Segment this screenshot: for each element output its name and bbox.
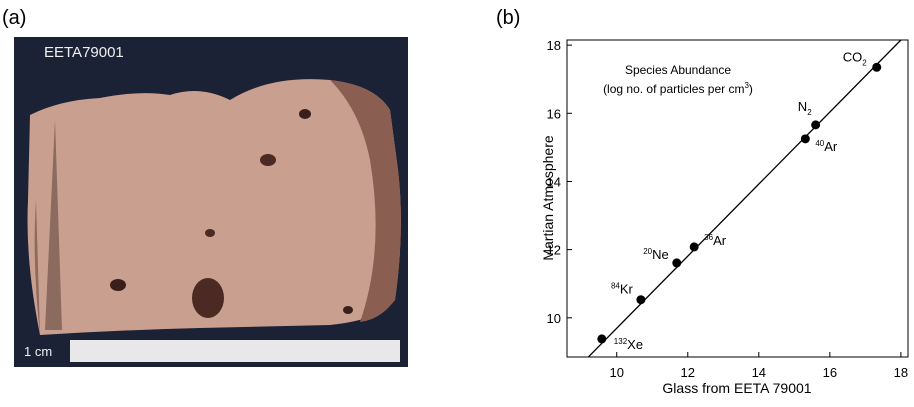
label-sup: 40	[815, 139, 824, 148]
label-text: Ar	[713, 233, 727, 248]
point-label: 36Ar	[704, 233, 727, 248]
rock	[27, 79, 401, 335]
label-sup: 84	[611, 282, 620, 291]
rock-edge	[330, 80, 401, 322]
x-axis-label: Glass from EETA 79001	[662, 380, 811, 396]
point-label: N2	[798, 99, 812, 117]
data-point	[672, 258, 682, 268]
y-tick-label: 10	[547, 311, 561, 326]
rock-spot	[205, 229, 215, 237]
panel-label: (b)	[496, 7, 520, 29]
data-point	[811, 120, 821, 130]
x-tick-label: 14	[752, 365, 766, 380]
rock-spot	[343, 306, 353, 314]
label-text: Kr	[620, 282, 634, 297]
annotation-sup: 3	[744, 81, 749, 90]
y-tick-label: 18	[547, 38, 561, 53]
label-text: Ar	[824, 139, 838, 154]
data-point	[597, 334, 607, 344]
label-text: CO	[843, 49, 863, 64]
specimen-photo: EETA79001 1 cm	[14, 37, 408, 367]
point-label: 20Ne	[643, 247, 669, 262]
label-text: Xe	[627, 337, 643, 352]
photo-stand	[70, 340, 400, 362]
rock-spot	[260, 154, 276, 166]
y-axis-label: Martian Atmosphere	[540, 135, 556, 260]
data-point	[636, 295, 646, 305]
x-tick-label: 16	[823, 365, 837, 380]
label-text: N	[798, 99, 807, 114]
plot-frame	[566, 39, 909, 358]
annotation-text: )	[749, 82, 753, 96]
y-tick-label: 14	[547, 174, 561, 189]
data-point	[872, 62, 882, 72]
label-sup: 36	[704, 233, 713, 242]
label-sup: 20	[643, 247, 652, 256]
scale-label: 1 cm	[24, 344, 52, 359]
point-label: CO2	[843, 49, 868, 67]
point-label: 40Ar	[815, 139, 838, 154]
label-text: Ne	[652, 247, 669, 262]
annotation-text: (log no. of particles per cm	[603, 82, 744, 96]
panel-label: (a)	[2, 7, 26, 29]
x-tick-label: 12	[681, 365, 695, 380]
annotation: (log no. of particles per cm3)	[603, 81, 753, 96]
data-point	[800, 134, 810, 144]
rock-spot	[192, 278, 224, 318]
y-tick-label: 16	[547, 106, 561, 121]
rock-spot	[110, 279, 126, 291]
rock-streak	[34, 120, 62, 335]
rock-spot	[299, 109, 311, 119]
y-tick-label: 12	[547, 243, 561, 258]
data-point	[689, 242, 699, 252]
annotation: Species Abundance	[625, 63, 731, 77]
label-sub: 2	[862, 58, 867, 67]
label-sub: 2	[807, 108, 812, 117]
point-label: 132Xe	[614, 337, 643, 352]
x-tick-label: 10	[609, 365, 623, 380]
specimen-label: EETA79001	[44, 44, 124, 61]
point-label: 84Kr	[611, 282, 634, 297]
x-tick-label: 18	[894, 365, 908, 380]
label-sup: 132	[614, 337, 628, 346]
